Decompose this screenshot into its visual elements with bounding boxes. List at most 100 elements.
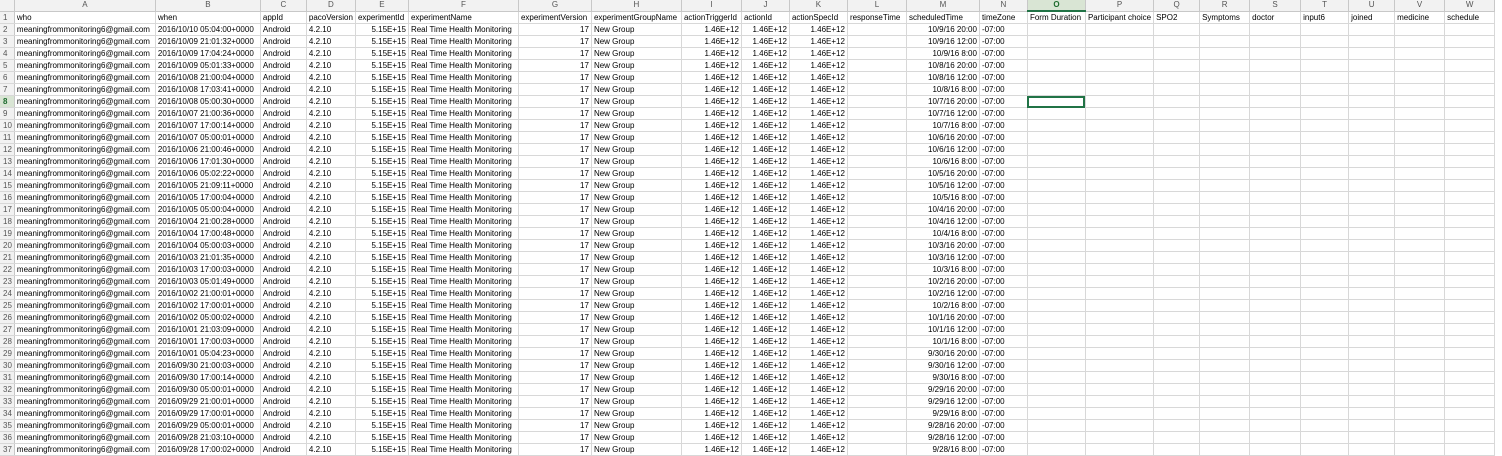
- cell-g25[interactable]: 17: [518, 299, 592, 312]
- cell-f34[interactable]: Real Time Health Monitoring: [408, 407, 519, 420]
- cell-g30[interactable]: 17: [518, 359, 592, 372]
- cell-a17[interactable]: meaningfrommonitoring6@gmail.com: [14, 203, 156, 216]
- cell-v26[interactable]: [1394, 311, 1446, 324]
- cell-g14[interactable]: 17: [518, 167, 592, 180]
- cell-i22[interactable]: 1.46E+12: [681, 263, 742, 276]
- cell-t31[interactable]: [1300, 371, 1350, 384]
- cell-q4[interactable]: [1153, 47, 1201, 60]
- cell-f30[interactable]: Real Time Health Monitoring: [408, 359, 519, 372]
- cell-g20[interactable]: 17: [518, 239, 592, 252]
- row-header[interactable]: 34: [0, 407, 15, 420]
- cell-s8[interactable]: [1249, 95, 1302, 108]
- cell-r34[interactable]: [1199, 407, 1251, 420]
- cell-m28[interactable]: 10/1/16 8:00: [906, 335, 980, 348]
- cell-f24[interactable]: Real Time Health Monitoring: [408, 287, 519, 300]
- cell-v37[interactable]: [1394, 443, 1446, 456]
- selected-cell[interactable]: [1027, 95, 1086, 108]
- cell-f4[interactable]: Real Time Health Monitoring: [408, 47, 519, 60]
- cell-q13[interactable]: [1153, 155, 1201, 168]
- cell-w15[interactable]: [1444, 179, 1496, 192]
- cell-m35[interactable]: 9/28/16 20:00: [906, 419, 980, 432]
- cell-e34[interactable]: 5.15E+15: [355, 407, 409, 420]
- cell-s5[interactable]: [1249, 59, 1302, 72]
- cell-w16[interactable]: [1444, 191, 1496, 204]
- cell-s33[interactable]: [1249, 395, 1302, 408]
- cell-d30[interactable]: 4.2.10: [306, 359, 356, 372]
- cell-a25[interactable]: meaningfrommonitoring6@gmail.com: [14, 299, 156, 312]
- cell-u35[interactable]: [1348, 419, 1396, 432]
- cell-s14[interactable]: [1249, 167, 1302, 180]
- cell-q17[interactable]: [1153, 203, 1201, 216]
- cell-g22[interactable]: 17: [518, 263, 592, 276]
- cell-d15[interactable]: 4.2.10: [306, 179, 356, 192]
- cell-w34[interactable]: [1444, 407, 1496, 420]
- cell-u1[interactable]: joined: [1348, 11, 1396, 24]
- cell-w28[interactable]: [1444, 335, 1496, 348]
- cell-l35[interactable]: [847, 419, 907, 432]
- cell-l15[interactable]: [847, 179, 907, 192]
- cell-g34[interactable]: 17: [518, 407, 592, 420]
- cell-v4[interactable]: [1394, 47, 1446, 60]
- cell-v29[interactable]: [1394, 347, 1446, 360]
- cell-e1[interactable]: experimentId: [355, 11, 409, 24]
- cell-b11[interactable]: 2016/10/07 05:00:01+0000: [155, 131, 261, 144]
- cell-d28[interactable]: 4.2.10: [306, 335, 356, 348]
- cell-h33[interactable]: New Group: [591, 395, 682, 408]
- cell-v21[interactable]: [1394, 251, 1446, 264]
- cell-l11[interactable]: [847, 131, 907, 144]
- cell-c18[interactable]: Android: [260, 215, 307, 228]
- cell-e8[interactable]: 5.15E+15: [355, 95, 409, 108]
- column-header-u[interactable]: U: [1348, 0, 1396, 12]
- cell-e19[interactable]: 5.15E+15: [355, 227, 409, 240]
- row-header[interactable]: 10: [0, 119, 15, 132]
- cell-h8[interactable]: New Group: [591, 95, 682, 108]
- cell-u36[interactable]: [1348, 431, 1396, 444]
- cell-c19[interactable]: Android: [260, 227, 307, 240]
- cell-s3[interactable]: [1249, 35, 1302, 48]
- cell-r35[interactable]: [1199, 419, 1251, 432]
- cell-t14[interactable]: [1300, 167, 1350, 180]
- cell-c1[interactable]: appId: [260, 11, 307, 24]
- cell-m15[interactable]: 10/5/16 12:00: [906, 179, 980, 192]
- cell-o13[interactable]: [1027, 155, 1086, 168]
- cell-h22[interactable]: New Group: [591, 263, 682, 276]
- cell-a4[interactable]: meaningfrommonitoring6@gmail.com: [14, 47, 156, 60]
- cell-u34[interactable]: [1348, 407, 1396, 420]
- cell-q26[interactable]: [1153, 311, 1201, 324]
- cell-w22[interactable]: [1444, 263, 1496, 276]
- cell-t11[interactable]: [1300, 131, 1350, 144]
- cell-t24[interactable]: [1300, 287, 1350, 300]
- cell-w33[interactable]: [1444, 395, 1496, 408]
- cell-a23[interactable]: meaningfrommonitoring6@gmail.com: [14, 275, 156, 288]
- cell-i16[interactable]: 1.46E+12: [681, 191, 742, 204]
- cell-l6[interactable]: [847, 71, 907, 84]
- cell-s15[interactable]: [1249, 179, 1302, 192]
- cell-a13[interactable]: meaningfrommonitoring6@gmail.com: [14, 155, 156, 168]
- cell-v33[interactable]: [1394, 395, 1446, 408]
- column-header-b[interactable]: B: [155, 0, 261, 12]
- cell-q19[interactable]: [1153, 227, 1201, 240]
- cell-m37[interactable]: 9/28/16 8:00: [906, 443, 980, 456]
- column-header-j[interactable]: J: [741, 0, 790, 12]
- cell-e3[interactable]: 5.15E+15: [355, 35, 409, 48]
- cell-n13[interactable]: -07:00: [979, 155, 1028, 168]
- cell-q21[interactable]: [1153, 251, 1201, 264]
- row-header[interactable]: 26: [0, 311, 15, 324]
- cell-l29[interactable]: [847, 347, 907, 360]
- cell-r18[interactable]: [1199, 215, 1251, 228]
- cell-l32[interactable]: [847, 383, 907, 396]
- cell-g6[interactable]: 17: [518, 71, 592, 84]
- cell-u37[interactable]: [1348, 443, 1396, 456]
- cell-j10[interactable]: 1.46E+12: [741, 119, 790, 132]
- cell-h28[interactable]: New Group: [591, 335, 682, 348]
- cell-h9[interactable]: New Group: [591, 107, 682, 120]
- cell-i14[interactable]: 1.46E+12: [681, 167, 742, 180]
- cell-b15[interactable]: 2016/10/05 21:09:11+0000: [155, 179, 261, 192]
- cell-q27[interactable]: [1153, 323, 1201, 336]
- row-header[interactable]: 8: [0, 95, 15, 108]
- cell-b7[interactable]: 2016/10/08 17:03:41+0000: [155, 83, 261, 96]
- cell-w29[interactable]: [1444, 347, 1496, 360]
- cell-w9[interactable]: [1444, 107, 1496, 120]
- cell-c32[interactable]: Android: [260, 383, 307, 396]
- cell-q32[interactable]: [1153, 383, 1201, 396]
